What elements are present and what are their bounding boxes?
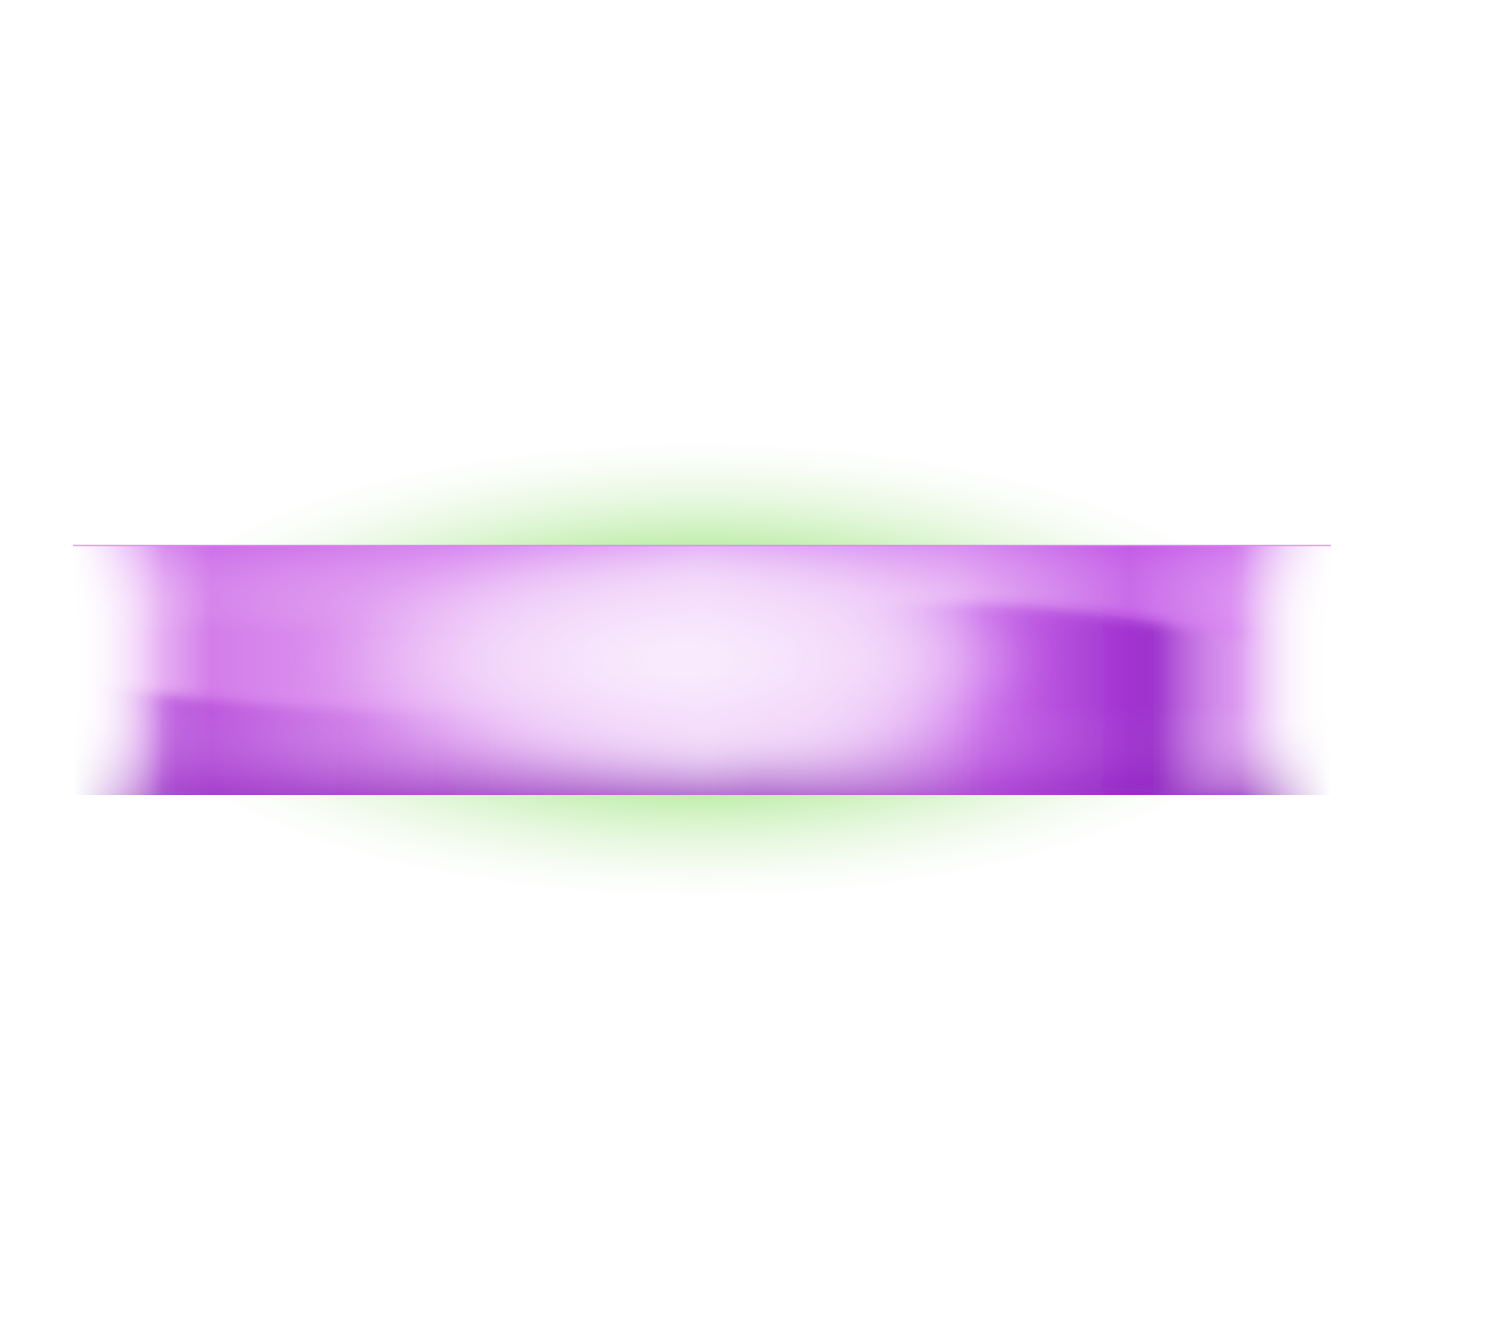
purple-band: [73, 545, 1331, 795]
band-highlight: [320, 545, 1040, 775]
